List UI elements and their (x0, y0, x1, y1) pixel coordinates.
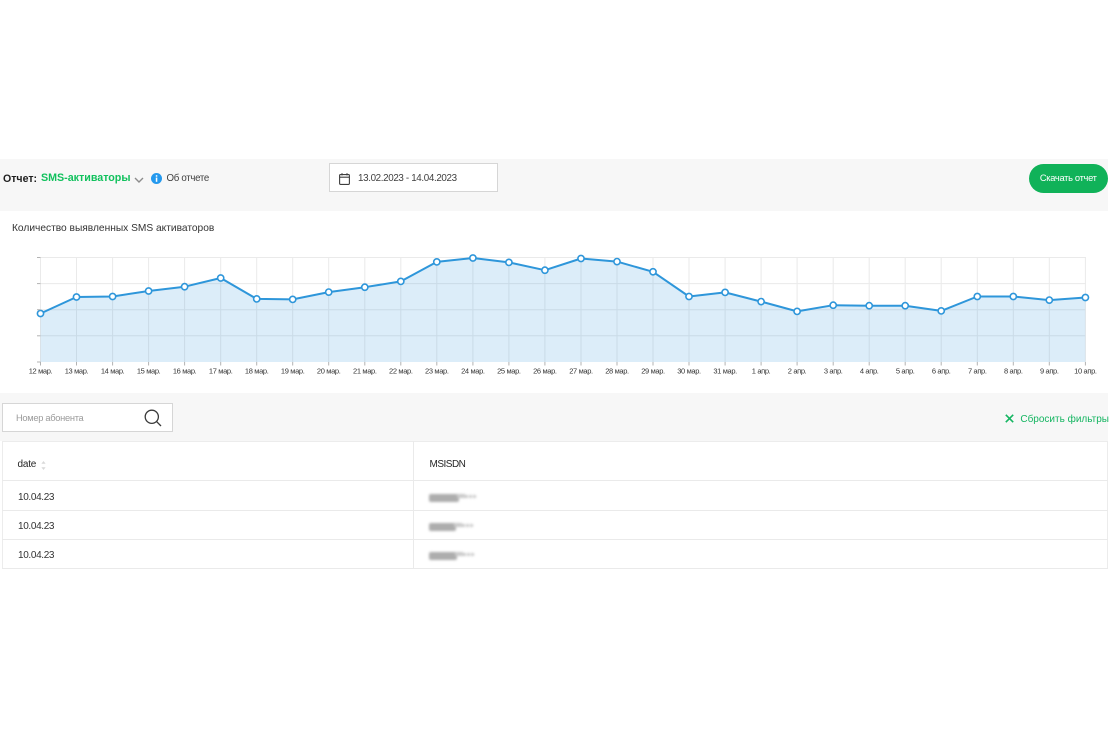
svg-text:24 мар.: 24 мар. (461, 367, 485, 376)
svg-text:14 мар.: 14 мар. (101, 367, 125, 376)
svg-text:31 мар.: 31 мар. (713, 367, 737, 376)
svg-text:21 мар.: 21 мар. (353, 367, 377, 376)
svg-text:7 апр.: 7 апр. (968, 367, 987, 376)
svg-text:16 мар.: 16 мар. (173, 367, 197, 376)
svg-text:28 мар.: 28 мар. (605, 367, 629, 376)
svg-text:23 мар.: 23 мар. (425, 367, 449, 376)
svg-text:8 апр.: 8 апр. (1004, 367, 1023, 376)
svg-text:12 мар.: 12 мар. (29, 367, 53, 376)
svg-text:13 мар.: 13 мар. (65, 367, 89, 376)
svg-text:27 мар.: 27 мар. (569, 367, 593, 376)
svg-text:18 мар.: 18 мар. (245, 367, 269, 376)
svg-text:5 апр.: 5 апр. (896, 367, 915, 376)
svg-text:3 апр.: 3 апр. (824, 367, 843, 376)
svg-text:1 апр.: 1 апр. (752, 367, 771, 376)
svg-text:17 мар.: 17 мар. (209, 367, 233, 376)
svg-text:30 мар.: 30 мар. (677, 367, 701, 376)
svg-text:19 мар.: 19 мар. (281, 367, 305, 376)
svg-text:22 мар.: 22 мар. (389, 367, 413, 376)
svg-text:9 апр.: 9 апр. (1040, 367, 1059, 376)
svg-text:25 мар.: 25 мар. (497, 367, 521, 376)
svg-text:2 апр.: 2 апр. (788, 367, 807, 376)
svg-text:10 апр.: 10 апр. (1074, 367, 1097, 376)
svg-text:26 мар.: 26 мар. (533, 367, 557, 376)
svg-text:20 мар.: 20 мар. (317, 367, 341, 376)
svg-text:15 мар.: 15 мар. (137, 367, 161, 376)
svg-text:6 апр.: 6 апр. (932, 367, 951, 376)
svg-text:4 апр.: 4 апр. (860, 367, 879, 376)
svg-text:29 мар.: 29 мар. (641, 367, 665, 376)
